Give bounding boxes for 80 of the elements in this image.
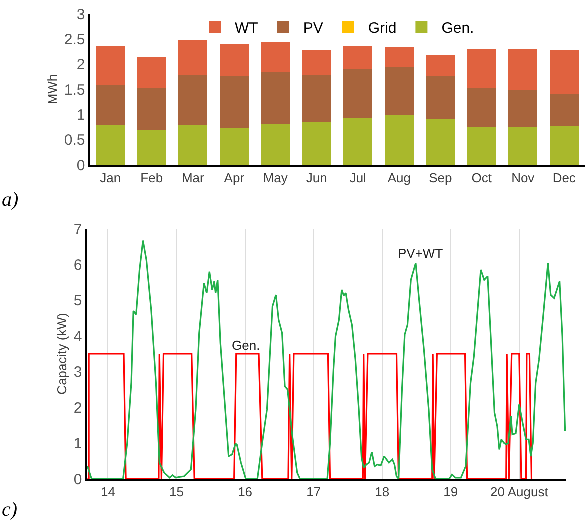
bar xyxy=(344,69,373,118)
y-tick-label: 1 xyxy=(74,436,82,453)
text: c) xyxy=(2,499,18,521)
bar xyxy=(220,76,249,128)
legend-label: WT xyxy=(235,20,258,38)
y-tick-label: 1.5 xyxy=(64,82,86,99)
bar xyxy=(137,88,166,130)
y-tick-label: 1 xyxy=(76,106,86,124)
x-tick-label: Jul xyxy=(350,170,367,186)
x-tick-label: Sep xyxy=(429,170,452,186)
y-tick-label: 0 xyxy=(76,157,86,174)
bar xyxy=(96,46,126,85)
bar xyxy=(467,126,496,165)
x-tick-label: 15 xyxy=(170,484,184,500)
bar xyxy=(137,130,166,165)
bar xyxy=(467,50,496,88)
bar xyxy=(426,119,456,165)
bar xyxy=(426,55,456,76)
x-tick-label: Dec xyxy=(552,170,576,186)
legend-label: PV xyxy=(303,20,324,38)
x-tick-label: May xyxy=(263,170,288,186)
bar xyxy=(508,50,538,91)
y-axis-title: MWh xyxy=(44,74,60,105)
y-tick-label: 2 xyxy=(76,56,86,74)
bar xyxy=(508,127,538,165)
bar xyxy=(344,46,373,70)
bar xyxy=(550,94,579,126)
bar xyxy=(220,44,249,76)
bar xyxy=(261,42,290,72)
bar xyxy=(550,126,579,165)
text: a) xyxy=(2,189,19,211)
x-tick-label: 17 xyxy=(306,484,322,500)
x-tick-label: 20 August xyxy=(490,484,549,500)
y-tick-label: 3 xyxy=(74,364,82,382)
x-tick-label: Oct xyxy=(472,170,492,186)
bar xyxy=(302,75,332,123)
bar xyxy=(220,128,249,165)
x-tick-label: Jan xyxy=(100,170,122,186)
y-tick-label: 7 xyxy=(74,221,82,238)
x-tick-label: Feb xyxy=(140,170,164,186)
x-tick-label: Mar xyxy=(182,170,205,186)
y-tick-label: 0.5 xyxy=(64,132,86,150)
bar xyxy=(178,126,208,165)
bar xyxy=(137,56,166,88)
y-tick-label: 5 xyxy=(74,292,82,310)
bar xyxy=(178,75,208,126)
bar xyxy=(302,50,332,76)
y-tick-label: 2 xyxy=(74,400,82,417)
y-tick-label: 4 xyxy=(74,328,82,346)
x-tick-label: 18 xyxy=(375,484,390,500)
x-tick-label: 14 xyxy=(101,484,116,500)
bar xyxy=(467,88,496,127)
bar xyxy=(550,50,579,94)
bar xyxy=(96,125,126,165)
y-tick-label: 2.5 xyxy=(64,31,86,48)
x-tick-label: 19 xyxy=(444,484,458,500)
bar xyxy=(261,124,290,165)
x-tick-label: Aug xyxy=(388,170,411,186)
bar xyxy=(261,72,290,124)
x-tick-label: Apr xyxy=(224,170,246,186)
bar xyxy=(384,115,414,165)
y-tick-label: 3 xyxy=(76,6,86,24)
bar xyxy=(178,40,208,76)
bar xyxy=(508,90,538,128)
x-tick-label: Jun xyxy=(306,170,328,186)
bar xyxy=(426,76,456,120)
x-tick-label: Nov xyxy=(512,170,536,186)
bar xyxy=(384,47,414,67)
bar xyxy=(384,66,414,116)
bar xyxy=(302,122,332,165)
bar xyxy=(344,118,373,165)
legend-label: Gen. xyxy=(442,20,474,38)
bar xyxy=(96,84,126,126)
y-axis-title: Capacity (kW) xyxy=(54,313,70,395)
annotation: PV+WT xyxy=(398,246,444,261)
legend-label: Grid xyxy=(368,20,397,38)
annotation: Gen. xyxy=(232,338,260,353)
y-tick-label: 6 xyxy=(74,256,82,274)
y-tick-label: 0 xyxy=(74,471,82,488)
x-tick-label: 16 xyxy=(238,484,253,500)
